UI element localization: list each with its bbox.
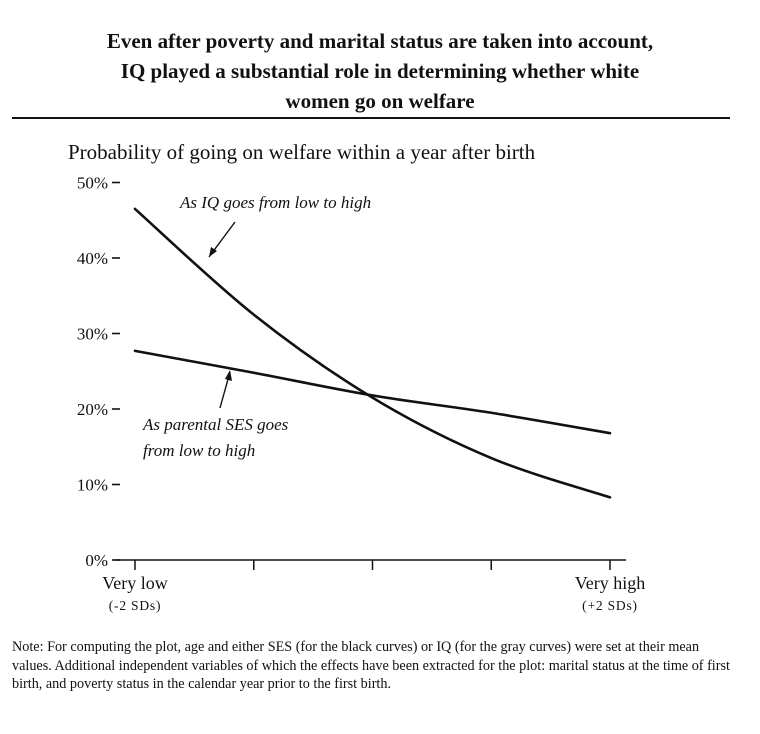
chart-title: Even after poverty and marital status ar… <box>20 26 740 116</box>
x-label-very-low: Very low <box>102 573 168 593</box>
x-sublabel-very-low: (-2 SDs) <box>109 598 162 613</box>
title-divider <box>12 117 730 119</box>
chart-subtitle: Probability of going on welfare within a… <box>68 140 536 164</box>
ses-curve-line <box>133 349 612 435</box>
y-tick-label: 40% <box>77 249 108 268</box>
annotation-iq-arrowhead <box>209 247 217 257</box>
annotation-ses-line-1: As parental SES goes <box>142 415 289 434</box>
y-tick-label: 50% <box>77 174 108 193</box>
chart-title-line-1: Even after poverty and marital status ar… <box>106 29 654 53</box>
x-sublabel-very-high: (+2 SDs) <box>582 598 638 613</box>
annotation-ses-arrowhead <box>225 370 232 381</box>
y-tick-label: 10% <box>77 476 108 495</box>
chart-plot: 0% 10% 20% 30% 40% 50% Very low (-2 SDs) Very hi… <box>77 174 646 614</box>
annotation-ses-line-2: from low to high <box>143 441 255 460</box>
chart-note: Note: For computing the plot, age and ei… <box>12 639 730 692</box>
iq-curve-line <box>133 207 612 499</box>
chart-title-line-3: women go on welfare <box>285 89 475 113</box>
y-tick-label: 0% <box>85 551 108 570</box>
x-label-very-high: Very high <box>575 573 646 593</box>
chart-title-line-2: IQ played a substantial role in determin… <box>120 59 640 83</box>
annotation-iq: As IQ goes from low to high <box>179 193 371 212</box>
y-tick-label: 20% <box>77 400 108 419</box>
y-tick-label: 30% <box>77 325 108 344</box>
